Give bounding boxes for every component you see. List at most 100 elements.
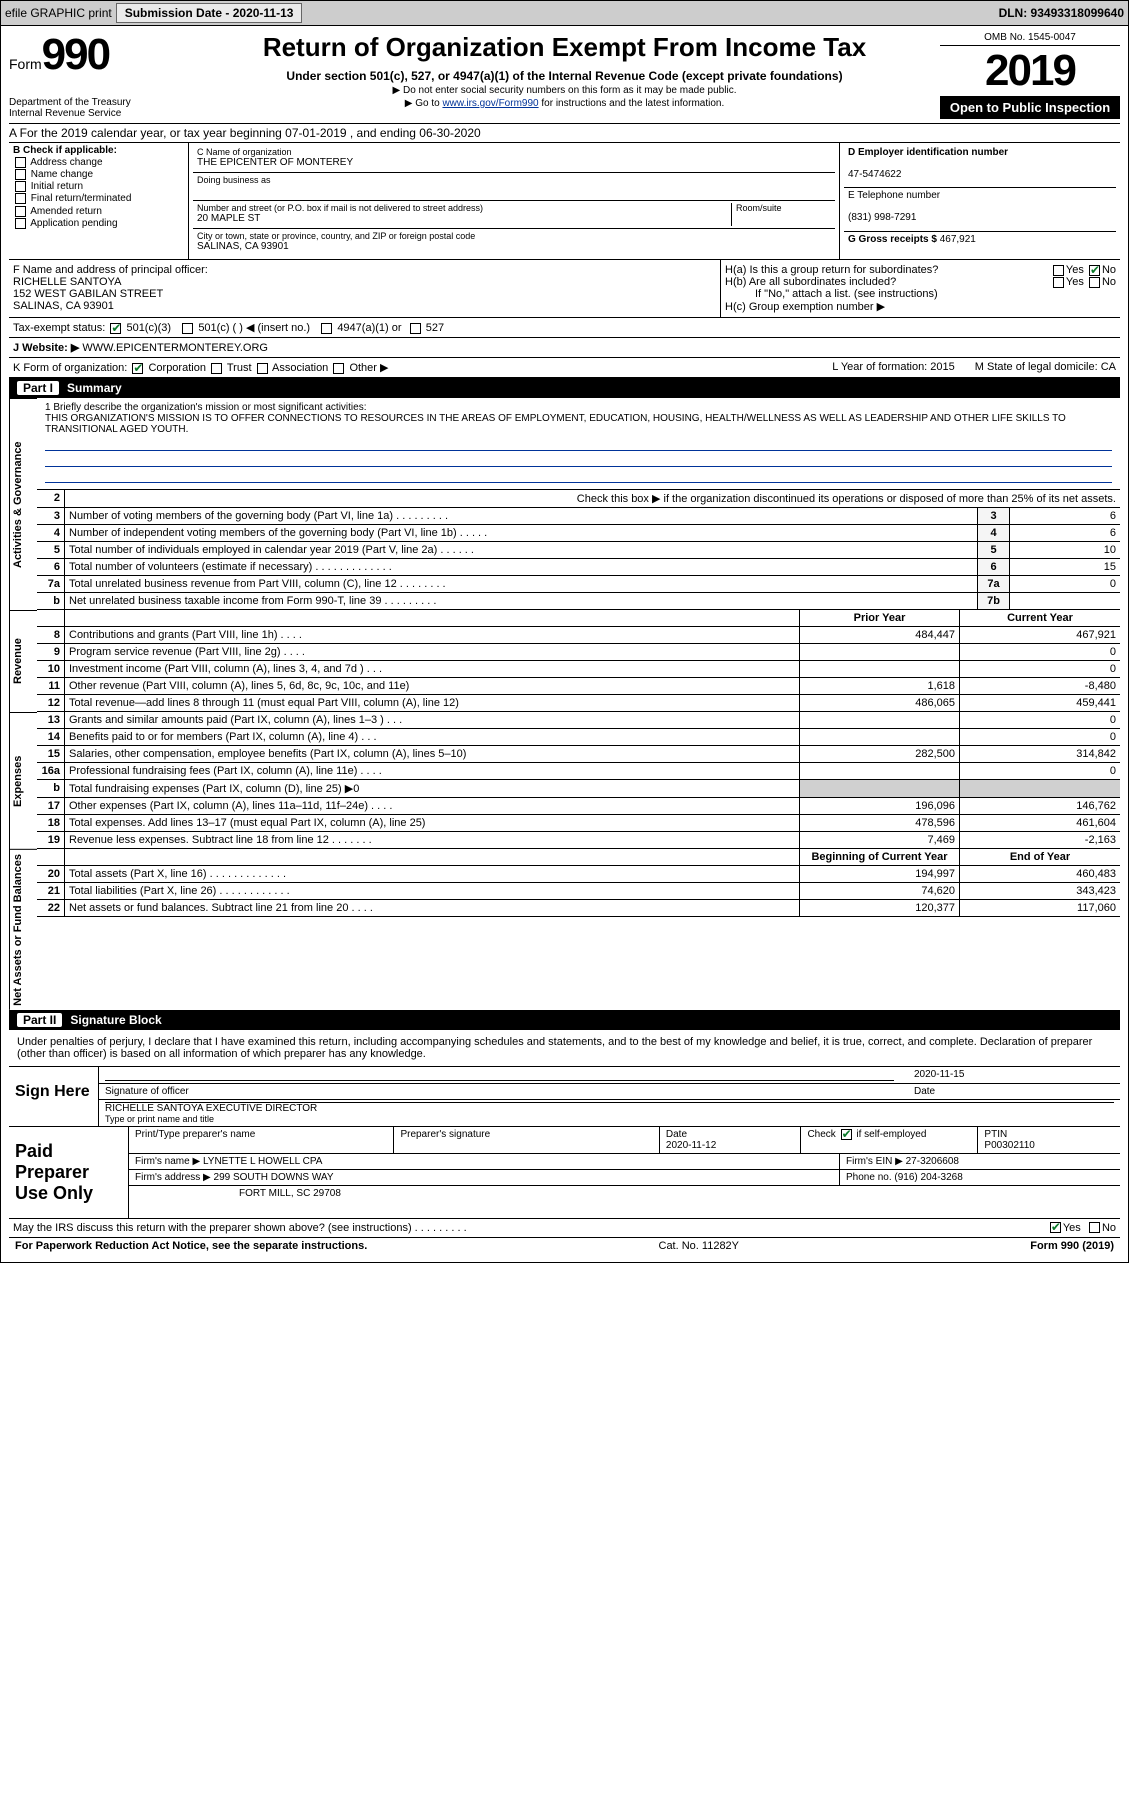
mission-text: THIS ORGANIZATION'S MISSION IS TO OFFER … [45, 413, 1112, 435]
gov-block: 1 Briefly describe the organization's mi… [37, 398, 1120, 610]
gov-row: 7aTotal unrelated business revenue from … [37, 576, 1120, 593]
line-a: A For the 2019 calendar year, or tax yea… [9, 124, 1120, 143]
form-line1: ▶ Do not enter social security numbers o… [193, 85, 936, 96]
chk-initial[interactable]: Initial return [13, 181, 184, 192]
subdate-button[interactable]: Submission Date - 2020-11-13 [116, 3, 303, 23]
chk-501c3[interactable] [110, 323, 121, 334]
rev-row: 9Program service revenue (Part VIII, lin… [37, 644, 1120, 661]
hc-row: H(c) Group exemption number ▶ [725, 300, 1116, 313]
blank-line [45, 437, 1112, 451]
part2-header: Part II Signature Block [9, 1010, 1120, 1030]
tax-exempt-row: Tax-exempt status: 501(c)(3) 501(c) ( ) … [9, 318, 1120, 338]
exp-block: 13Grants and similar amounts paid (Part … [37, 712, 1120, 849]
sig-name: RICHELLE SANTOYA EXECUTIVE DIRECTOR [105, 1102, 1114, 1114]
chk-501c[interactable] [182, 323, 193, 334]
na-header: Beginning of Current YearEnd of Year [37, 849, 1120, 866]
firm-name: LYNETTE L HOWELL CPA [203, 1156, 322, 1167]
chk-trust[interactable] [211, 363, 222, 374]
tax-year: 2019 [940, 46, 1120, 96]
addr-value: 20 MAPLE ST [197, 213, 731, 224]
gov-row: 2Check this box ▶ if the organization di… [37, 490, 1120, 508]
form-title: Return of Organization Exempt From Incom… [193, 32, 936, 63]
part1-num: Part I [17, 381, 59, 395]
chk-discuss-no[interactable] [1089, 1222, 1100, 1233]
paid-rows: Print/Type preparer's name Preparer's si… [129, 1127, 1120, 1218]
k-label: K Form of organization: Corporation Trus… [13, 361, 388, 374]
firm-addr-label: Firm's address ▶ [135, 1172, 211, 1183]
paid-row1: Print/Type preparer's name Preparer's si… [129, 1127, 1120, 1154]
form-word: Form [9, 56, 42, 72]
dba-label: Doing business as [197, 175, 831, 185]
open-public: Open to Public Inspection [940, 96, 1120, 119]
hb-note: If "No," attach a list. (see instruction… [725, 288, 1116, 300]
block-bcdeg: B Check if applicable: Address change Na… [9, 143, 1120, 260]
city-value: SALINAS, CA 93901 [197, 241, 831, 252]
paid-row4: FORT MILL, SC 29708 [129, 1186, 1120, 1201]
form-header-center: Return of Organization Exempt From Incom… [193, 30, 936, 119]
rev-row: 11Other revenue (Part VIII, column (A), … [37, 678, 1120, 695]
pc-header: Prior YearCurrent Year [37, 610, 1120, 627]
discuss-text: May the IRS discuss this return with the… [13, 1222, 467, 1234]
form-header-left: Form990 Department of the Treasury Inter… [9, 30, 189, 119]
prep-name-label: Print/Type preparer's name [129, 1127, 394, 1153]
m-state: M State of legal domicile: CA [975, 361, 1116, 374]
line2-post: for instructions and the latest informat… [539, 98, 725, 109]
chk-other[interactable] [333, 363, 344, 374]
na-block: Beginning of Current YearEnd of Year 20T… [37, 849, 1120, 1010]
room-label: Room/suite [736, 203, 831, 213]
addr-label: Number and street (or P.O. box if mail i… [197, 203, 731, 213]
chk-4947[interactable] [321, 323, 332, 334]
side-gov: Activities & Governance [9, 398, 37, 610]
footer-center: Cat. No. 11282Y [659, 1240, 740, 1252]
chk-final[interactable]: Final return/terminated [13, 193, 184, 204]
firm-addr2: FORT MILL, SC 29708 [129, 1186, 1120, 1201]
org-name-row: C Name of organization THE EPICENTER OF … [193, 145, 835, 173]
gov-row: 5Total number of individuals employed in… [37, 542, 1120, 559]
rev-row: 10Investment income (Part VIII, column (… [37, 661, 1120, 678]
na-row: 22Net assets or fund balances. Subtract … [37, 900, 1120, 917]
paid-row2: Firm's name ▶ LYNETTE L HOWELL CPA Firm'… [129, 1154, 1120, 1170]
gross-value: 467,921 [940, 234, 976, 245]
sign-here-label: Sign Here [9, 1067, 99, 1126]
blank-line [45, 469, 1112, 483]
form-container: Form990 Department of the Treasury Inter… [0, 26, 1129, 1263]
sign-block: Sign Here 2020-11-15 Signature of office… [9, 1067, 1120, 1127]
irs-link[interactable]: www.irs.gov/Form990 [442, 98, 538, 109]
sig-row1b: Signature of officer Date [99, 1084, 1120, 1100]
exp-row: 13Grants and similar amounts paid (Part … [37, 712, 1120, 729]
addr-row: Number and street (or P.O. box if mail i… [193, 201, 835, 229]
dept-treasury: Department of the Treasury Internal Reve… [9, 97, 189, 119]
prep-ptin: PTINP00302110 [978, 1127, 1120, 1153]
form-header: Form990 Department of the Treasury Inter… [9, 30, 1120, 124]
officer-name: RICHELLE SANTOYA [13, 276, 716, 288]
chk-selfemp[interactable] [841, 1129, 852, 1140]
exp-row: 16aProfessional fundraising fees (Part I… [37, 763, 1120, 780]
box-deg: D Employer identification number 47-5474… [840, 143, 1120, 259]
officer-label: F Name and address of principal officer: [13, 264, 716, 276]
part1-header: Part I Summary [9, 378, 1120, 398]
chk-pending[interactable]: Application pending [13, 218, 184, 229]
firm-label: Firm's name ▶ [135, 1156, 200, 1167]
chk-assoc[interactable] [257, 363, 268, 374]
discuss-row: May the IRS discuss this return with the… [9, 1219, 1120, 1238]
box-g: G Gross receipts $ 467,921 [844, 232, 1116, 252]
hb-row: H(b) Are all subordinates included? Yes … [725, 276, 1116, 288]
chk-address[interactable]: Address change [13, 157, 184, 168]
part2-title: Signature Block [70, 1013, 161, 1027]
omb-number: OMB No. 1545-0047 [940, 30, 1120, 46]
sig-name-label: Type or print name and title [105, 1114, 1114, 1124]
line2-pre: ▶ Go to [405, 98, 443, 109]
chk-corp[interactable] [132, 363, 143, 374]
officer-addr2: SALINAS, CA 93901 [13, 300, 716, 312]
box-e: E Telephone number (831) 998-7291 [844, 188, 1116, 231]
exp-row: 18Total expenses. Add lines 13–17 (must … [37, 815, 1120, 832]
chk-discuss-yes[interactable] [1050, 1222, 1061, 1233]
officer-addr1: 152 WEST GABILAN STREET [13, 288, 716, 300]
dba-row: Doing business as [193, 173, 835, 201]
chk-527[interactable] [410, 323, 421, 334]
prep-sig-label: Preparer's signature [394, 1127, 659, 1153]
part1-title: Summary [67, 381, 122, 395]
chk-name[interactable]: Name change [13, 169, 184, 180]
chk-amended[interactable]: Amended return [13, 206, 184, 217]
rev-row: 12Total revenue—add lines 8 through 11 (… [37, 695, 1120, 712]
